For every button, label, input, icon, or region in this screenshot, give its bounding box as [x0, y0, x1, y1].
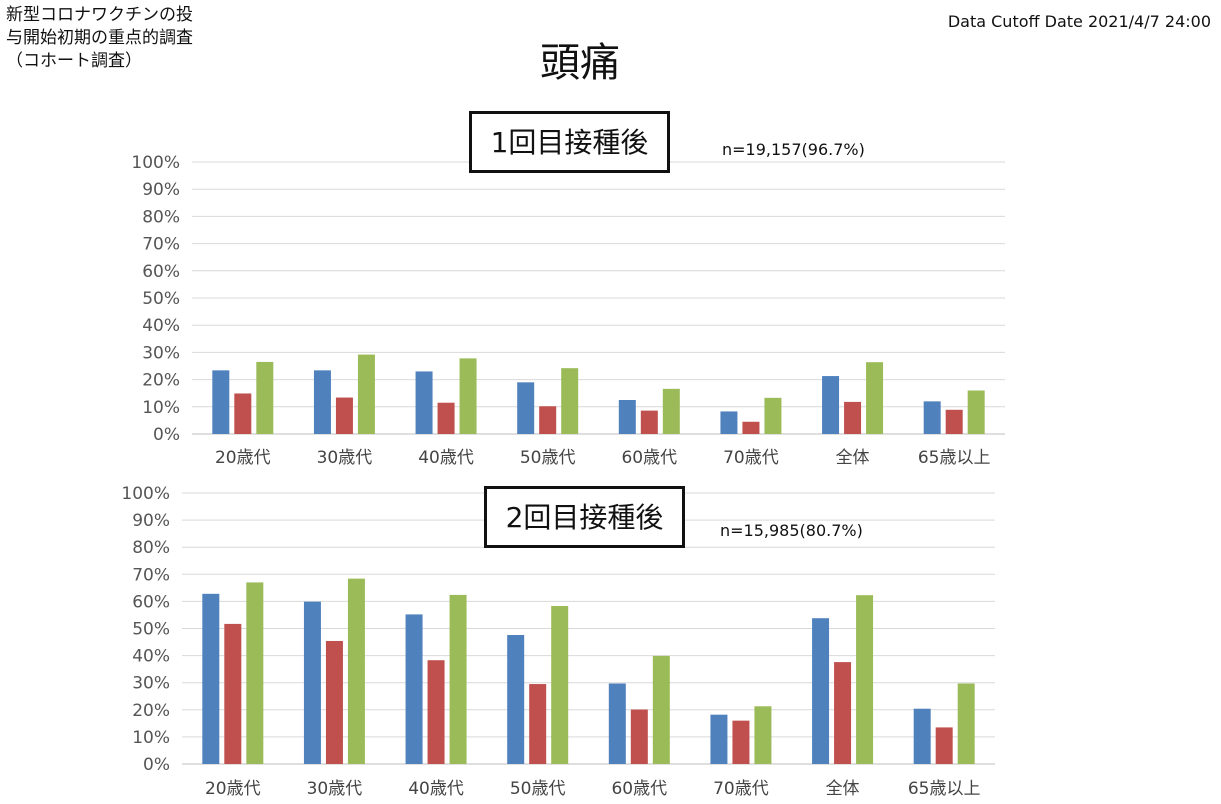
chart-2-y-tick-label: 10%	[132, 728, 170, 748]
chart-1-category-label: 40歳代	[418, 448, 474, 468]
chart-2-y-tick-label: 70%	[132, 565, 170, 585]
chart-2-bar	[551, 606, 569, 764]
chart-2-category-label: 70歳代	[713, 779, 769, 799]
chart-1-bar	[923, 401, 941, 434]
chart-2-bar	[652, 655, 670, 764]
chart-1-bar	[539, 406, 557, 434]
chart-2-bar	[246, 582, 264, 764]
chart-2-category-label: 50歳代	[510, 779, 566, 799]
chart-1-bar	[313, 370, 331, 434]
chart-2-bar	[935, 727, 953, 764]
chart-1-bar	[967, 390, 985, 434]
chart-2-bar	[507, 635, 525, 764]
chart-2-bar	[347, 578, 365, 764]
chart-1-category-label: 20歳代	[215, 448, 271, 468]
page-title: 頭痛	[540, 40, 620, 86]
chart-2-sample-size: n=15,985(80.7%)	[720, 521, 863, 540]
chart-2-category-label: 65歳以上	[908, 779, 981, 799]
study-title-line-1: 新型コロナワクチンの投	[6, 5, 193, 25]
chart-1-y-tick-label: 30%	[142, 343, 180, 363]
chart-1-bar	[335, 397, 353, 434]
chart-1-bar	[844, 401, 862, 434]
chart-2-y-tick-label: 60%	[132, 592, 170, 612]
chart-1-category-label: 全体	[836, 448, 870, 468]
chart-1-bar	[415, 371, 433, 434]
chart-1-bar	[742, 421, 760, 434]
chart-1-y-tick-label: 0%	[153, 425, 180, 445]
chart-2-bar	[449, 594, 467, 764]
chart-2-category-label: 全体	[826, 779, 860, 799]
chart-2-title-box: 2回目接種後	[484, 486, 685, 548]
chart-2-y-tick-label: 20%	[132, 701, 170, 721]
chart-1-bar	[517, 382, 535, 434]
chart-1-bar	[945, 409, 963, 434]
chart-2-bar	[529, 684, 547, 764]
study-title: 新型コロナワクチンの投 与開始初期の重点的調査 （コホート調査）	[6, 4, 193, 73]
study-title-line-3: （コホート調査）	[6, 51, 142, 71]
chart-2-bar	[834, 662, 852, 764]
data-cutoff-date: Data Cutoff Date 2021/4/7 24:00	[947, 12, 1211, 31]
chart-2-category-label: 30歳代	[307, 779, 363, 799]
chart-2-bar	[957, 683, 975, 764]
chart-2-bar	[427, 660, 445, 764]
chart-1-bar	[437, 402, 455, 434]
chart-1-bar	[822, 376, 840, 434]
chart-1-bar	[640, 410, 658, 434]
chart-2-category-label: 20歳代	[205, 779, 261, 799]
chart-1-bar	[357, 354, 375, 434]
chart-1-category-label: 50歳代	[520, 448, 576, 468]
chart-1-bar	[618, 400, 636, 434]
chart-1-bar	[212, 370, 230, 434]
chart-2-bar	[608, 683, 626, 764]
chart-2-bar	[224, 623, 242, 764]
chart-1-y-tick-label: 20%	[142, 371, 180, 391]
chart-2-bar	[303, 601, 321, 764]
chart-2-bar	[710, 714, 728, 764]
chart-1-category-label: 60歳代	[621, 448, 677, 468]
chart-2-bar	[202, 593, 220, 764]
chart-1-y-tick-label: 80%	[142, 207, 180, 227]
chart-1-bar	[459, 358, 477, 434]
chart-1-y-tick-label: 90%	[142, 180, 180, 200]
chart-1-category-label: 65歳以上	[918, 448, 991, 468]
chart-2-y-tick-label: 40%	[132, 647, 170, 667]
chart-1-bar	[764, 397, 782, 434]
study-title-line-2: 与開始初期の重点的調査	[6, 28, 193, 48]
chart-1-y-tick-label: 60%	[142, 262, 180, 282]
chart-1-bar	[720, 411, 738, 434]
chart-1-bar	[234, 393, 252, 434]
chart-2-bar	[913, 708, 931, 764]
chart-2-y-tick-label: 30%	[132, 674, 170, 694]
chart-1-y-tick-label: 10%	[142, 398, 180, 418]
chart-2-bar	[405, 614, 423, 764]
chart-2-y-tick-label: 0%	[143, 755, 170, 775]
chart-2-bar	[630, 709, 648, 764]
chart-1-y-tick-label: 100%	[131, 153, 180, 173]
chart-2-bar	[732, 720, 750, 764]
chart-1-sample-size: n=19,157(96.7%)	[722, 140, 865, 159]
chart-2-title: 2回目接種後	[505, 501, 664, 534]
chart-2-y-tick-label: 90%	[132, 511, 170, 531]
chart-2-category-label: 60歳代	[611, 779, 667, 799]
chart-1-title-box: 1回目接種後	[469, 111, 670, 173]
chart-1-bar	[256, 361, 274, 434]
chart-1-bar	[662, 388, 680, 434]
chart-1-bar	[866, 362, 884, 434]
chart-1-y-tick-label: 40%	[142, 316, 180, 336]
chart-2-y-tick-label: 80%	[132, 538, 170, 558]
chart-2-category-label: 40歳代	[408, 779, 464, 799]
chart-1-category-label: 70歳代	[723, 448, 779, 468]
chart-2-bar	[325, 640, 343, 764]
chart-2-bar	[856, 595, 874, 764]
chart-1-bar	[561, 368, 579, 434]
chart-2-bar	[754, 706, 772, 764]
chart-2-bar	[812, 618, 830, 764]
chart-1-title: 1回目接種後	[490, 126, 649, 159]
chart-1-category-label: 30歳代	[317, 448, 373, 468]
chart-2-y-tick-label: 50%	[132, 620, 170, 640]
chart-2-y-tick-label: 100%	[121, 484, 170, 504]
chart-1-y-tick-label: 50%	[142, 289, 180, 309]
chart-1-y-tick-label: 70%	[142, 235, 180, 255]
